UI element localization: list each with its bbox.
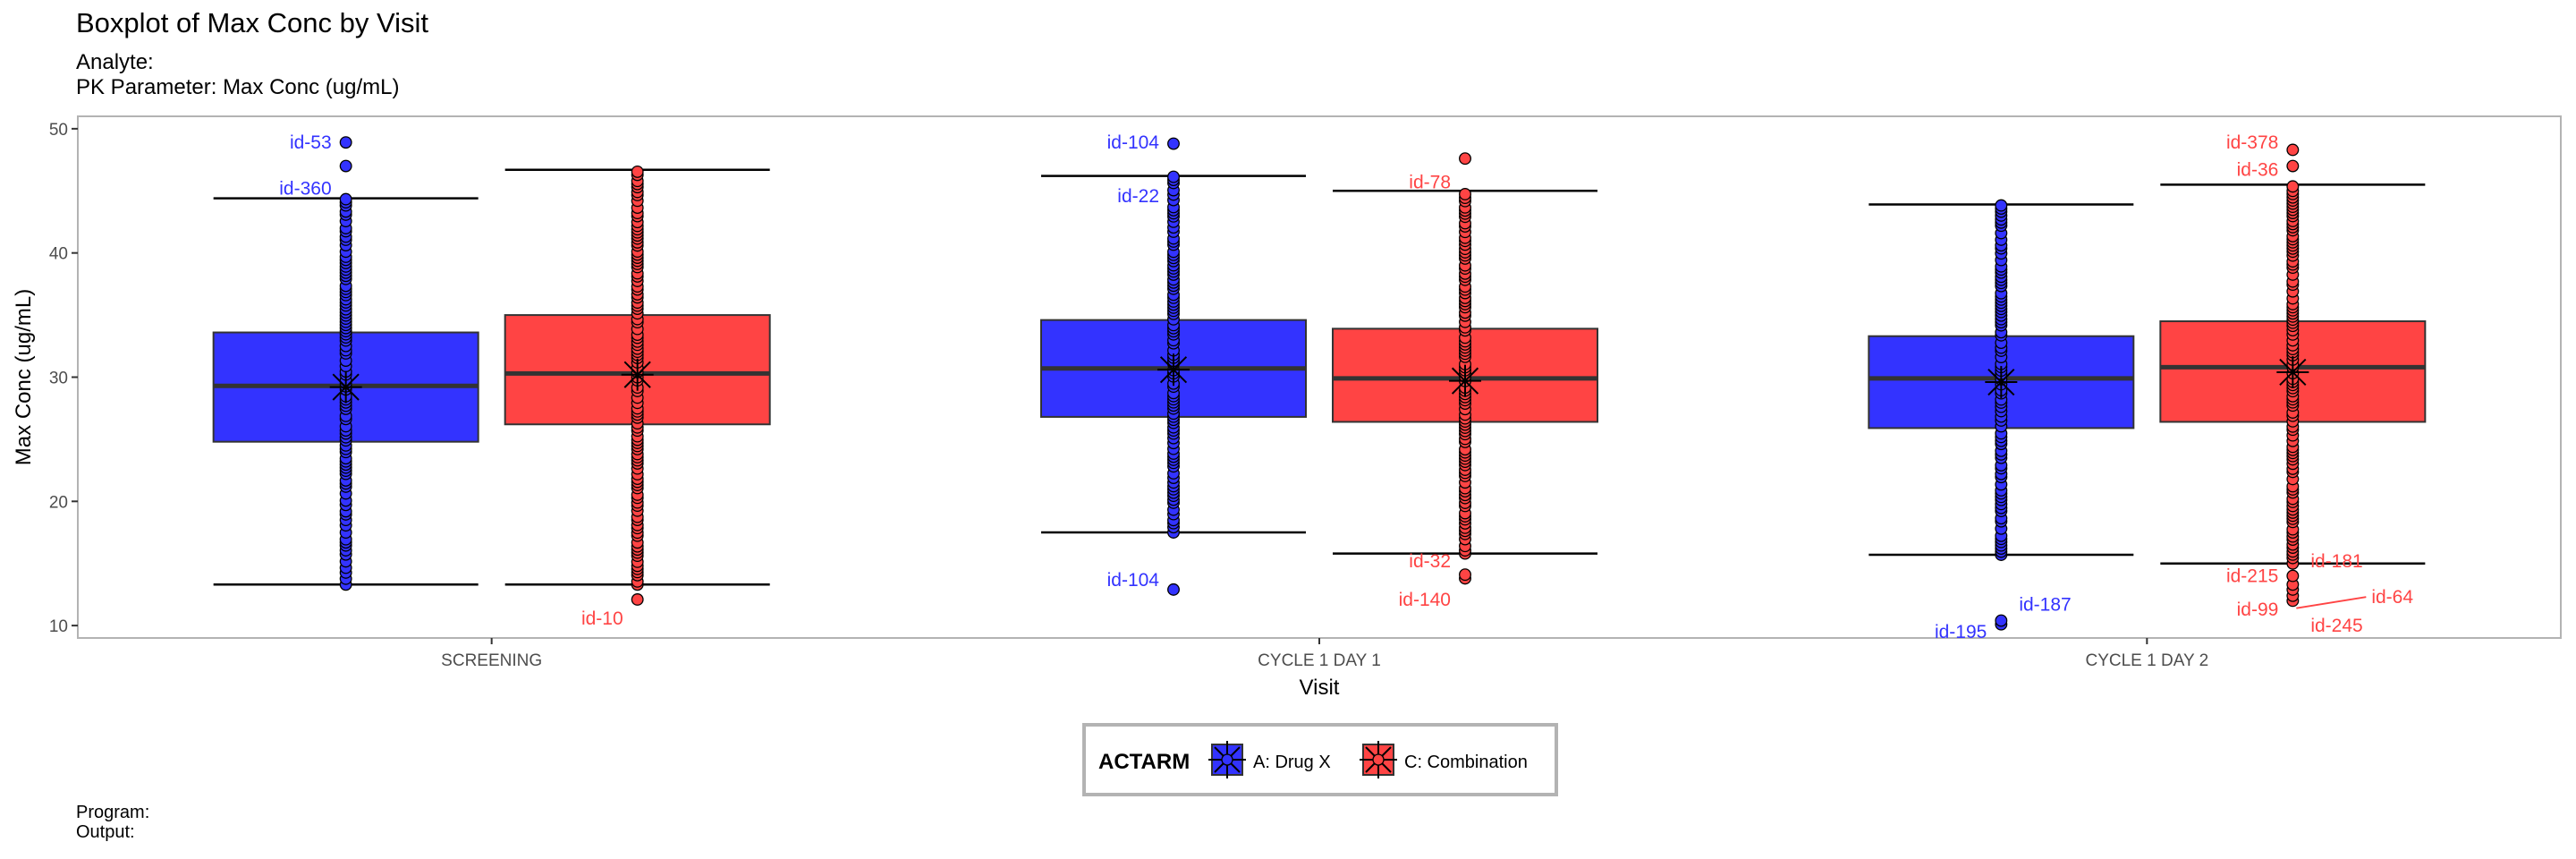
mean-marker-stroke <box>623 361 651 388</box>
subtitle-pk-parameter: PK Parameter: Max Conc (ug/mL) <box>76 75 400 99</box>
x-tick-label: CYCLE 1 DAY 2 <box>2086 651 2209 670</box>
data-point <box>339 192 352 206</box>
outlier-id-label: id-360 <box>279 179 331 200</box>
mean-marker-stroke <box>2279 358 2307 387</box>
outlier-id-label: id-36 <box>2237 160 2279 181</box>
outlier-id-label: id-181 <box>2310 551 2362 572</box>
legend-title: ACTARM <box>1098 750 1190 774</box>
y-tick-label: 40 <box>49 245 68 264</box>
legend-key <box>1208 741 1246 778</box>
data-point <box>1459 188 1471 200</box>
outlier-point <box>1167 583 1180 596</box>
outlier-id-label: id-53 <box>290 132 332 153</box>
legend-key <box>1360 741 1397 778</box>
outlier-point <box>2286 159 2300 173</box>
subtitle-analyte: Analyte: <box>76 50 154 74</box>
legend-key-point <box>1372 753 1385 766</box>
outlier-id-label: id-104 <box>1107 132 1160 153</box>
mean-marker <box>1449 364 1481 397</box>
annotation-leader-line <box>2296 596 2367 609</box>
outlier-point <box>1459 568 1471 582</box>
footer-output: Output: <box>76 822 135 842</box>
y-tick-label: 10 <box>49 617 68 636</box>
outlier-id-label: id-245 <box>2310 616 2362 636</box>
outlier-id-label: id-78 <box>1409 173 1451 193</box>
legend-key-point <box>1221 753 1233 766</box>
data-point <box>631 165 644 178</box>
outlier-id-label: id-64 <box>2371 587 2413 608</box>
y-axis-label: Max Conc (ug/mL) <box>12 289 36 465</box>
legend-box <box>1082 723 1558 796</box>
mean-marker-stroke <box>1987 368 2015 396</box>
outlier-id-label: id-195 <box>1935 622 1987 642</box>
outlier-id-label: id-187 <box>2019 595 2071 616</box>
mean-marker <box>2276 355 2309 388</box>
legend-entry-label: C: Combination <box>1404 753 1528 772</box>
x-axis-label: Visit <box>1300 676 1340 700</box>
legend-entry-label: A: Drug X <box>1253 753 1331 772</box>
outlier-id-label: id-99 <box>2237 600 2279 620</box>
data-point <box>1995 199 2008 212</box>
x-tick-label: SCREENING <box>441 651 542 670</box>
y-tick-label: 50 <box>49 121 68 140</box>
outlier-id-label: id-32 <box>1409 551 1451 572</box>
outlier-point <box>339 159 352 173</box>
outlier-point <box>631 593 644 606</box>
footer-program: Program: <box>76 803 150 822</box>
chart-title: Boxplot of Max Conc by Visit <box>76 7 428 38</box>
outlier-id-label: id-215 <box>2226 566 2278 587</box>
outlier-point <box>1995 614 2008 627</box>
mean-marker <box>621 358 654 391</box>
mean-marker <box>1157 353 1190 387</box>
outlier-point <box>2286 143 2300 157</box>
outlier-id-label: id-10 <box>581 608 623 629</box>
mean-marker-stroke <box>1451 367 1479 395</box>
outlier-point <box>1167 137 1180 150</box>
outlier-point <box>1459 152 1471 166</box>
outlier-id-label: id-104 <box>1107 570 1160 591</box>
data-point <box>2286 180 2300 193</box>
y-tick-label: 20 <box>49 493 68 512</box>
outlier-id-label: id-378 <box>2226 132 2278 153</box>
mean-marker <box>329 370 362 404</box>
y-tick-label: 30 <box>49 370 68 388</box>
mean-marker-stroke <box>1159 356 1188 384</box>
x-tick-label: CYCLE 1 DAY 1 <box>1258 651 1381 670</box>
outlier-id-label: id-22 <box>1117 186 1159 207</box>
outlier-point <box>2286 569 2300 583</box>
outlier-point <box>339 136 352 149</box>
data-point <box>1167 170 1180 183</box>
mean-marker <box>1985 366 2018 399</box>
mean-marker-stroke <box>332 373 360 401</box>
outlier-id-label: id-140 <box>1399 590 1451 610</box>
